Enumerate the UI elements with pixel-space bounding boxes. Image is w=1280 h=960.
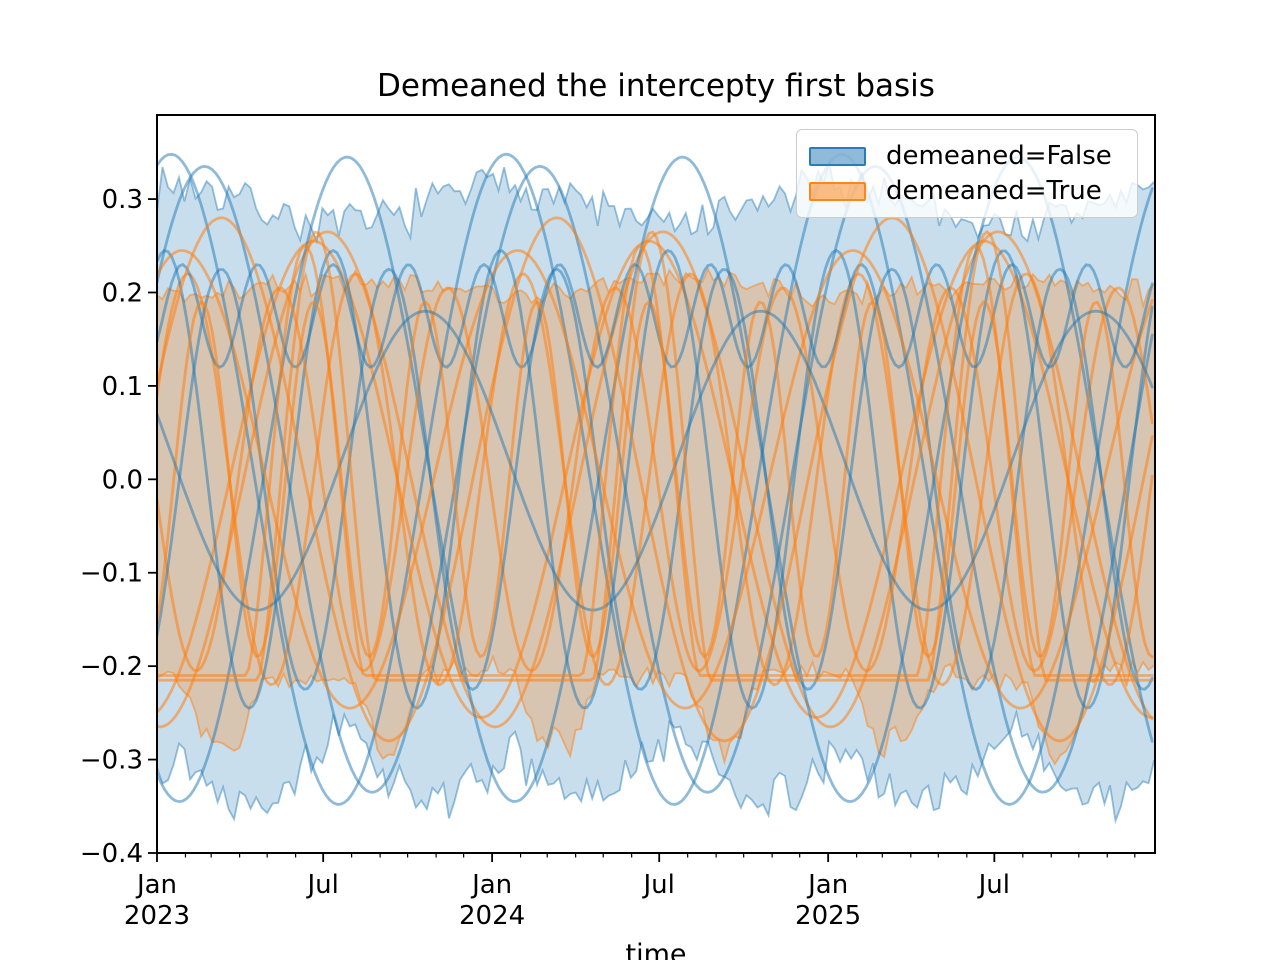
y-tick-label: 0.0 (102, 465, 143, 495)
series-line-1-2 (157, 272, 1154, 687)
series-line-1-4 (157, 249, 1154, 710)
y-tick-label: 0.1 (102, 372, 143, 402)
band-area-0 (157, 161, 1155, 821)
x-tick-label: Jan (135, 870, 177, 900)
band-upper-edge-0 (157, 161, 1155, 245)
legend-patch-demeaned-false (809, 146, 866, 166)
legend-item-demeaned-true: demeaned=True (809, 176, 1123, 206)
x-tick-year-label: 2023 (124, 901, 190, 931)
plot-border (156, 114, 1156, 854)
legend: demeaned=False demeaned=True (796, 129, 1138, 218)
y-tick-label: −0.1 (80, 559, 143, 589)
series-line-0-5 (157, 262, 1154, 369)
series-line-0-0 (157, 152, 1154, 806)
y-tick-label: −0.3 (80, 746, 143, 776)
legend-label-demeaned-true: demeaned=True (886, 176, 1102, 206)
chart-title: Demeaned the intercepty first basis (377, 68, 935, 104)
band-lower-edge-0 (157, 708, 1155, 825)
x-tick-label: Jul (642, 870, 675, 900)
x-axis-label: time (625, 939, 687, 960)
x-tick-year-label: 2025 (795, 901, 861, 931)
x-tick-label: Jan (470, 870, 512, 900)
series-line-1-8 (157, 229, 1154, 682)
x-tick-label: Jan (806, 870, 848, 900)
x-tick-year-label: 2024 (459, 901, 525, 931)
y-tick-label: 0.2 (102, 278, 143, 308)
legend-patch-demeaned-true (809, 181, 866, 201)
series-line-0-3 (157, 248, 1154, 710)
series-line-0-4 (157, 267, 1154, 692)
series-line-1-6 (157, 216, 1154, 743)
legend-item-demeaned-false: demeaned=False (809, 141, 1123, 171)
legend-label-demeaned-false: demeaned=False (886, 141, 1112, 171)
x-tick-label: Jul (977, 870, 1010, 900)
y-tick-label: −0.4 (80, 839, 143, 869)
series-line-1-3 (157, 286, 1154, 673)
x-tick-label: Jul (305, 870, 338, 900)
lines-layer (157, 152, 1154, 806)
series-line-1-7 (157, 243, 1154, 677)
series-line-0-1 (157, 164, 1154, 794)
y-tick-label: −0.2 (80, 652, 143, 682)
y-tick-label: 0.3 (102, 185, 143, 215)
